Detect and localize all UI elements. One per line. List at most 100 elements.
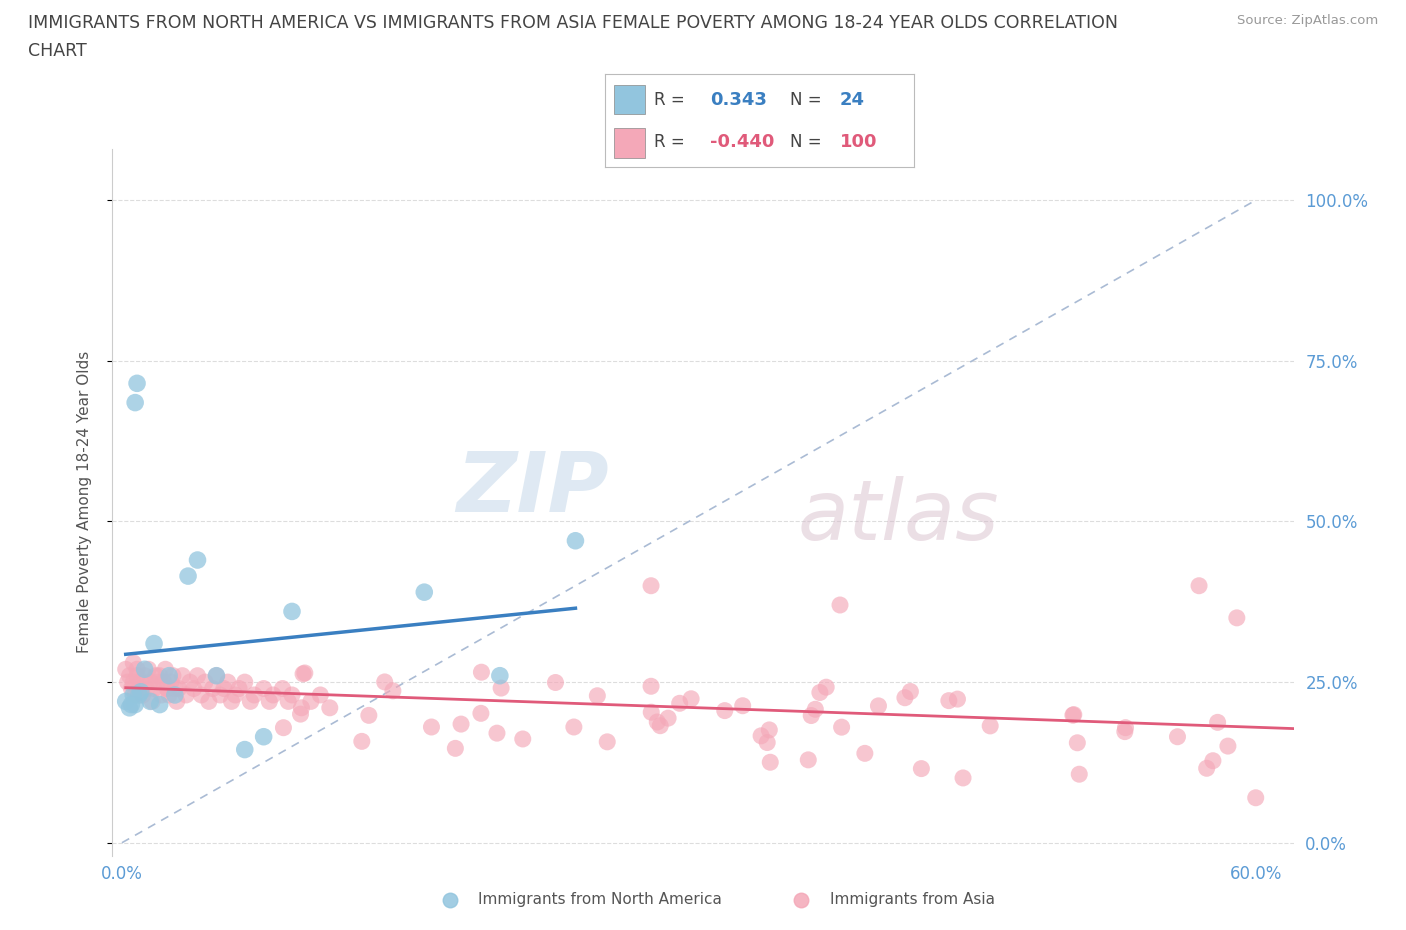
Point <box>1066 736 1088 751</box>
Point <box>135 681 157 696</box>
Point <box>650 718 672 733</box>
Point <box>124 698 146 712</box>
Text: R =: R = <box>654 90 685 109</box>
Point <box>122 674 145 689</box>
Point <box>668 696 690 711</box>
Point <box>134 662 156 677</box>
Point <box>186 669 208 684</box>
Point <box>157 687 180 702</box>
Point <box>512 732 534 747</box>
Point <box>262 687 284 702</box>
Point <box>186 552 208 567</box>
Point <box>253 681 276 696</box>
Point <box>645 714 668 729</box>
Point <box>179 674 201 689</box>
Point <box>139 694 162 709</box>
Point <box>900 684 922 699</box>
Point <box>156 681 179 696</box>
Point <box>450 717 472 732</box>
Point <box>564 533 586 548</box>
Point <box>640 679 662 694</box>
Point <box>166 694 188 709</box>
Point <box>381 684 404 698</box>
Point <box>128 681 150 696</box>
Text: 24: 24 <box>839 90 865 109</box>
Point <box>221 694 243 709</box>
Point <box>155 662 177 677</box>
Point <box>1115 720 1137 735</box>
Point <box>177 568 200 583</box>
Point <box>125 662 148 677</box>
Point <box>713 703 735 718</box>
Point <box>790 893 813 908</box>
Point <box>139 674 162 689</box>
Point <box>157 669 180 684</box>
Point <box>114 694 136 709</box>
Point <box>1063 707 1085 722</box>
Point <box>145 669 167 684</box>
Point <box>444 741 467 756</box>
Text: Immigrants from North America: Immigrants from North America <box>478 892 721 908</box>
Point <box>640 705 662 720</box>
Point <box>132 687 155 702</box>
Point <box>831 720 853 735</box>
Point <box>758 723 780 737</box>
Text: atlas: atlas <box>797 476 1000 557</box>
Point <box>868 698 890 713</box>
Point <box>544 675 567 690</box>
Point <box>212 681 235 696</box>
Text: Source: ZipAtlas.com: Source: ZipAtlas.com <box>1237 14 1378 27</box>
Point <box>122 687 145 702</box>
Point <box>731 698 754 713</box>
Point <box>290 700 312 715</box>
Text: -0.440: -0.440 <box>710 133 775 152</box>
Bar <box>614 128 645 158</box>
Point <box>217 674 239 689</box>
Point <box>420 720 443 735</box>
Point <box>122 656 145 671</box>
Point <box>1062 708 1084 723</box>
Point <box>243 687 266 702</box>
Point <box>1206 715 1229 730</box>
Point <box>640 578 662 593</box>
Text: N =: N = <box>790 133 821 152</box>
Point <box>149 698 172 712</box>
Point <box>209 687 232 702</box>
Point <box>134 669 156 684</box>
Point <box>167 681 190 696</box>
Point <box>946 692 969 707</box>
Point <box>281 604 304 618</box>
Point <box>749 728 772 743</box>
Text: 0.343: 0.343 <box>710 90 766 109</box>
Point <box>124 687 146 702</box>
Point <box>198 694 221 709</box>
Point <box>1244 790 1267 805</box>
Text: ZIP: ZIP <box>456 447 609 528</box>
Point <box>1216 738 1239 753</box>
Point <box>152 674 174 689</box>
Y-axis label: Female Poverty Among 18-24 Year Olds: Female Poverty Among 18-24 Year Olds <box>77 352 91 654</box>
Point <box>586 688 609 703</box>
Point <box>205 669 228 684</box>
Point <box>174 687 197 702</box>
Point <box>800 708 823 723</box>
Point <box>233 742 256 757</box>
Point <box>797 752 820 767</box>
Text: 100: 100 <box>839 133 877 152</box>
Point <box>239 694 262 709</box>
Point <box>1166 729 1188 744</box>
Point <box>233 674 256 689</box>
Point <box>190 687 212 702</box>
Point <box>183 681 205 696</box>
Point <box>309 687 332 702</box>
Point <box>439 893 461 908</box>
Bar <box>614 85 645 114</box>
Point <box>815 680 838 695</box>
Point <box>201 681 224 696</box>
Point <box>681 691 703 706</box>
Point <box>290 707 312 722</box>
Text: N =: N = <box>790 90 821 109</box>
Point <box>1069 766 1091 781</box>
Point <box>489 681 512 696</box>
Point <box>277 694 299 709</box>
